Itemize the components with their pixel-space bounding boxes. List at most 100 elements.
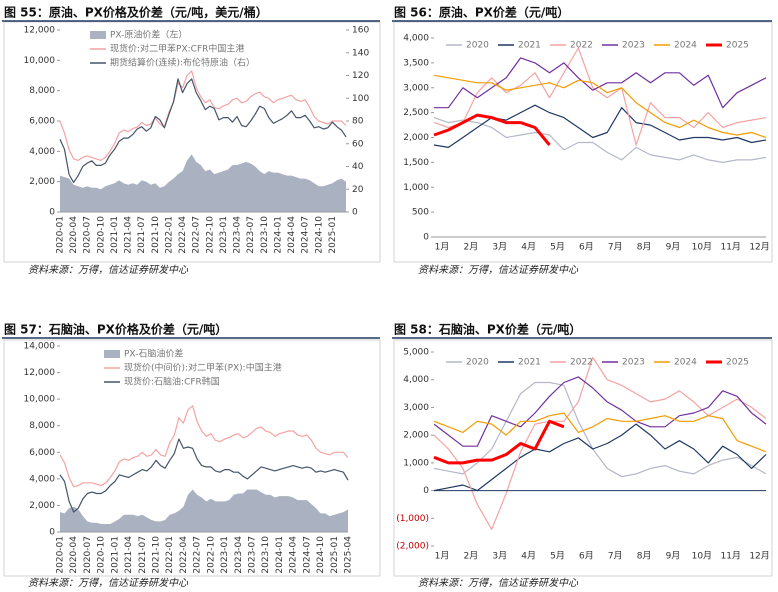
legend-label: PX-原油价差（左） [110,29,187,41]
x-tick-label: 2021-04 [124,216,134,254]
x-tick-label: 2022-10 [205,216,215,254]
area-series [60,154,346,212]
x-tick-label: 2024-07 [301,216,311,254]
y-tick-label: 4,000 [403,375,429,385]
x-tick-label: 2022-04 [179,536,189,574]
y-tick-label: 500 [412,208,429,218]
y2-tick-label: 160 [352,26,369,36]
x-tick-label: 2024-01 [273,216,283,254]
x-tick-label: 2月 [464,242,479,253]
y-tick-label: 1,000 [403,183,429,193]
source-note: 资料来源：万得，信达证券研发中心 [418,577,579,589]
x-tick-label: 12月 [749,242,769,253]
x-tick-label: 2020-10 [96,216,106,254]
line-series [433,47,767,146]
y2-tick-label: 140 [352,48,369,58]
legend-label: 2022 [570,358,593,368]
x-tick-label: 2024-07 [302,536,312,574]
x-tick-label: 11月 [720,242,740,253]
y-tick-label: 3,000 [403,83,429,93]
y-tick-label: 2,500 [403,108,429,118]
y2-tick-label: 80 [352,117,364,127]
x-tick-label: 7月 [608,242,623,253]
x-tick-label: 6月 [579,242,594,253]
legend-label: 2023 [622,358,645,368]
x-tick-label: 2023-01 [220,536,230,574]
y-tick-label: 14,000 [24,342,56,352]
x-tick-label: 5月 [550,551,565,562]
x-tick-label: 2021-10 [152,536,162,574]
y-tick-label: 3,500 [403,58,429,68]
y2-tick-label: 120 [352,71,369,81]
x-tick-label: 2025-01 [330,536,340,574]
legend-label: 2023 [622,41,645,51]
legend-label: 2021 [518,358,541,368]
x-tick-label: 5月 [550,242,565,253]
x-tick-label: 2023-07 [246,216,256,254]
x-tick-label: 2020-07 [83,216,93,254]
x-tick-label: 2023-10 [261,536,271,574]
x-tick-label: 7月 [608,551,623,562]
y-tick-label: 2,000 [403,431,429,441]
x-tick-label: 2024-10 [316,536,326,574]
x-tick-label: 2024-04 [289,536,299,574]
y-tick-label: (2,000) [396,542,429,552]
chart-frame [3,339,381,577]
legend-label: 期货结算价(连续):布伦特原油（右） [110,57,255,69]
x-tick-label: 2020-04 [69,536,79,574]
y-tick-label: 3,000 [403,403,429,413]
x-tick-label: 1月 [435,242,450,253]
x-tick-label: 2020-07 [83,536,93,574]
x-tick-label: 2023-07 [248,536,258,574]
y-tick-label: 0 [423,486,429,496]
x-tick-label: 2023-01 [219,216,229,254]
x-tick-label: 2022-01 [165,536,175,574]
legend-label: 2025 [726,41,749,51]
line-series [433,381,767,478]
x-tick-label: 4月 [521,551,536,562]
y-tick-label: 10,000 [24,56,56,66]
x-tick-label: 2021-01 [110,216,120,254]
x-tick-label: 6月 [579,551,594,562]
x-tick-label: 2023-04 [234,536,244,574]
legend-label: 2022 [570,41,593,51]
x-tick-label: 2022-10 [206,536,216,574]
line-series [59,70,347,161]
y-tick-label: 10,000 [24,395,56,405]
y-tick-label: 0 [423,233,429,243]
source-note: 资料来源：万得，信达证券研发中心 [28,577,189,589]
legend-label: 2020 [466,358,489,368]
chart-frame [393,339,773,577]
y-tick-label: 8,000 [29,86,55,96]
y-tick-label: 12,000 [24,26,56,36]
y2-tick-label: 20 [352,185,364,195]
line-series [433,74,767,139]
y-tick-label: 2,000 [29,177,55,187]
x-tick-label: 2023-10 [260,216,270,254]
x-tick-label: 8月 [637,242,652,253]
line-series [433,423,767,492]
x-tick-label: 2025-04 [344,536,354,574]
y-tick-label: 6,000 [29,448,55,458]
y-tick-label: 6,000 [29,117,55,127]
legend-label: 现货价(中间价):对二甲苯(PX):中国主港 [124,362,282,374]
y-tick-label: 0 [49,208,55,218]
line-series [433,113,551,146]
y-tick-label: 0 [49,528,55,538]
x-tick-label: 12月 [749,551,769,562]
line-series [433,376,767,447]
y-tick-label: 8,000 [29,421,55,431]
x-tick-label: 2020-01 [56,216,66,254]
legend-label: 2021 [518,41,541,51]
x-tick-label: 2021-04 [124,536,134,574]
x-tick-label: 2022-07 [193,536,203,574]
legend-label: 现货价:对二甲苯PX:CFR中国主港 [110,43,244,55]
x-tick-label: 2022-07 [192,216,202,254]
y-tick-label: 12,000 [24,368,56,378]
x-tick-label: 11月 [720,551,740,562]
y-tick-label: 4,000 [29,147,55,157]
legend-swatch [90,31,106,39]
legend-label: 2020 [466,41,489,51]
line-series [433,419,565,465]
legend-swatch [104,350,120,358]
